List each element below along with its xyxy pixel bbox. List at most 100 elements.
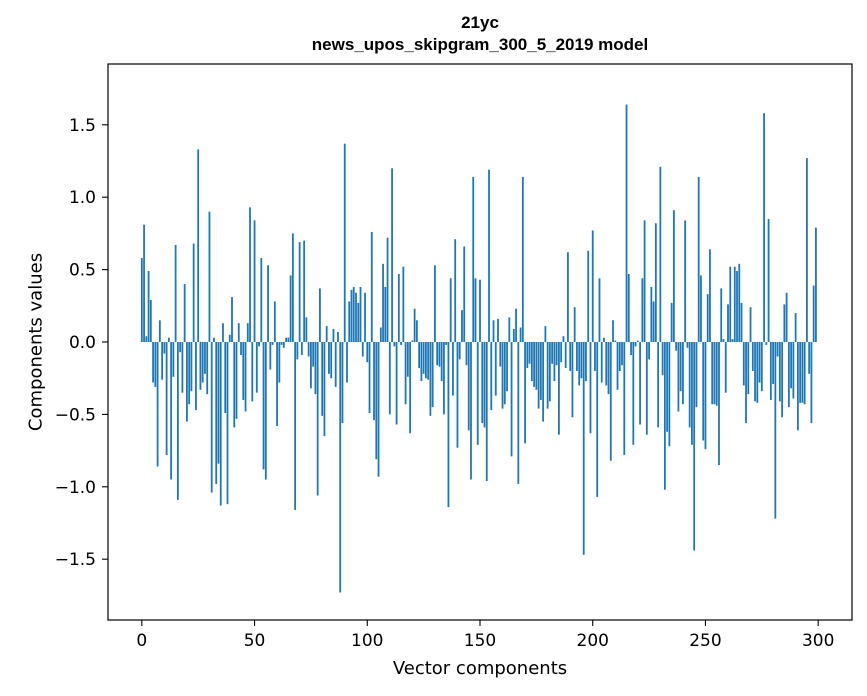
bar: [801, 342, 804, 403]
bar: [400, 342, 402, 345]
bar: [497, 318, 499, 342]
bar: [294, 342, 297, 510]
bar: [321, 342, 324, 416]
bar: [494, 342, 497, 396]
bar: [519, 327, 522, 342]
bar: [731, 339, 734, 342]
bar: [443, 342, 445, 415]
bar: [395, 342, 398, 425]
bar: [364, 292, 366, 342]
bar: [742, 342, 745, 386]
bar: [161, 342, 164, 380]
bar: [323, 342, 326, 437]
bar: [172, 342, 175, 377]
bar: [776, 342, 779, 357]
bar: [343, 143, 346, 342]
bar: [179, 342, 182, 353]
bar: [733, 266, 736, 342]
bar: [506, 342, 508, 392]
bar: [388, 342, 391, 415]
bar: [666, 342, 669, 432]
bar: [143, 224, 145, 342]
bar: [693, 342, 696, 551]
bar: [409, 342, 412, 434]
bar: [186, 342, 188, 422]
bar: [722, 339, 725, 342]
bar: [463, 246, 466, 342]
bar: [546, 342, 549, 409]
bar: [598, 278, 601, 342]
bar: [808, 342, 811, 374]
bar: [296, 342, 299, 360]
bar: [578, 342, 581, 386]
bar: [760, 342, 763, 392]
bar: [670, 302, 673, 342]
bar: [632, 342, 635, 445]
bar: [276, 342, 278, 426]
bar: [562, 336, 565, 342]
bar: [253, 220, 256, 342]
bar: [594, 342, 596, 371]
bar: [585, 342, 587, 382]
bar: [810, 342, 813, 424]
bar: [603, 337, 605, 342]
bar: [337, 331, 339, 342]
bar: [246, 323, 249, 342]
bar: [379, 327, 382, 342]
bar: [657, 342, 660, 428]
bar: [262, 342, 265, 470]
bar: [709, 249, 711, 342]
bar: [424, 342, 427, 379]
bar: [555, 342, 558, 366]
y-tick-label: −0.5: [55, 405, 96, 425]
bar: [427, 342, 430, 380]
bar: [512, 328, 515, 342]
bar: [411, 340, 414, 342]
bar: [319, 288, 321, 342]
bar: [645, 342, 648, 435]
bar: [490, 342, 493, 411]
bar: [154, 342, 157, 387]
bar: [627, 273, 630, 342]
bar: [158, 320, 161, 342]
bar: [298, 242, 301, 342]
bar: [724, 342, 727, 393]
bar: [163, 342, 166, 354]
bar: [535, 342, 538, 390]
bar: [636, 340, 639, 342]
bar: [774, 342, 777, 519]
bar: [488, 169, 490, 342]
bar: [219, 342, 222, 506]
bar: [447, 342, 450, 508]
bar: [576, 342, 578, 371]
bar: [373, 342, 375, 421]
bar: [359, 286, 362, 342]
bar: [456, 342, 459, 448]
bar: [695, 342, 698, 408]
x-axis-ticks: 0 50 100 150 200 250 300: [136, 620, 834, 651]
bar: [503, 342, 506, 405]
bar: [781, 342, 784, 418]
bar: [438, 342, 441, 367]
bar: [305, 317, 308, 342]
bar: [758, 342, 761, 383]
bar: [140, 258, 143, 342]
bar: [772, 342, 774, 384]
bar: [551, 342, 554, 364]
bar: [397, 273, 400, 342]
bar: [404, 342, 407, 405]
bar: [756, 342, 759, 403]
bar: [195, 342, 197, 411]
bar: [406, 342, 409, 377]
bar: [623, 342, 626, 455]
bar: [573, 307, 576, 342]
bar: [215, 342, 218, 484]
bar: [217, 342, 220, 464]
bar: [386, 237, 389, 342]
bar: [183, 284, 186, 342]
x-tick-label: 50: [244, 631, 266, 651]
bar: [607, 342, 610, 395]
bar: [226, 342, 229, 505]
bar: [675, 342, 678, 351]
